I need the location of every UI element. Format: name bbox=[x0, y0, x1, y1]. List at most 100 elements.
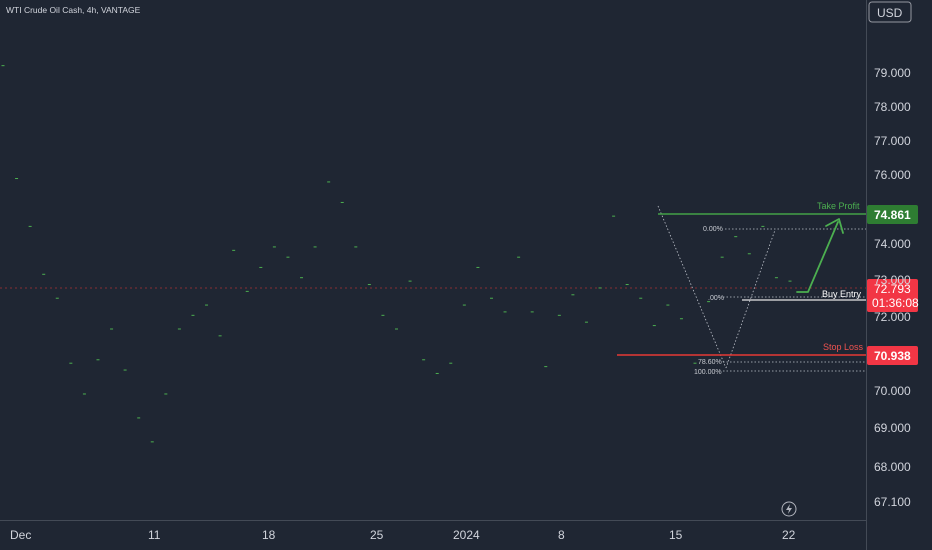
candle-body bbox=[761, 225, 765, 227]
y-tick: 77.000 bbox=[874, 134, 911, 148]
svg-text:01:36:08: 01:36:08 bbox=[872, 296, 919, 310]
y-tick: 72.000 bbox=[874, 310, 911, 324]
candle-body bbox=[96, 359, 100, 361]
projection-arrow-icon[interactable] bbox=[796, 218, 844, 293]
svg-text:70.938: 70.938 bbox=[874, 349, 911, 363]
candle-body bbox=[734, 236, 738, 238]
candle-body bbox=[110, 328, 114, 330]
candle-body bbox=[571, 294, 575, 296]
fib-label-100: 100.00% bbox=[694, 369, 722, 376]
candle-body bbox=[639, 297, 643, 299]
x-tick: Dec bbox=[10, 528, 31, 542]
x-tick: 22 bbox=[782, 528, 796, 542]
y-tick: 67.100 bbox=[874, 495, 911, 509]
y-tick: 74.000 bbox=[874, 237, 911, 251]
plot-area[interactable] bbox=[0, 0, 866, 520]
x-tick: 18 bbox=[262, 528, 276, 542]
candle-body bbox=[774, 277, 778, 279]
candle-body bbox=[191, 314, 195, 316]
candle-body bbox=[55, 297, 59, 299]
candle-body bbox=[517, 256, 521, 258]
candle-body bbox=[693, 362, 697, 364]
candle-body bbox=[747, 253, 751, 255]
candle-body bbox=[462, 304, 466, 306]
candle-body bbox=[327, 181, 331, 183]
y-tick: 76.000 bbox=[874, 168, 911, 182]
fib-leg-a bbox=[657, 205, 727, 369]
fib-label-50: .00% bbox=[708, 295, 724, 302]
candle-body bbox=[300, 277, 304, 279]
lightning-icon[interactable] bbox=[781, 501, 797, 517]
candle-body bbox=[1, 65, 5, 67]
candle-body bbox=[666, 304, 670, 306]
fib-label-786: 78.60% bbox=[698, 359, 722, 366]
candle-body bbox=[788, 280, 792, 282]
candle-body bbox=[476, 266, 480, 268]
candle-body bbox=[218, 335, 222, 337]
candle-body bbox=[625, 284, 629, 286]
candle-body bbox=[82, 393, 86, 395]
candle-body bbox=[28, 225, 32, 227]
candle-body bbox=[408, 280, 412, 282]
candle-body bbox=[381, 314, 385, 316]
candle-body bbox=[395, 328, 398, 330]
candle-body bbox=[612, 215, 616, 217]
candle-body bbox=[137, 417, 141, 419]
candle-body bbox=[313, 246, 317, 248]
x-tick: 15 bbox=[669, 528, 683, 542]
svg-text:72.793: 72.793 bbox=[874, 282, 911, 296]
svg-text:74.861: 74.861 bbox=[874, 208, 911, 222]
y-tick: 73.000 bbox=[874, 273, 911, 287]
candle-body bbox=[679, 318, 683, 320]
candle-body bbox=[435, 372, 439, 374]
candle-body bbox=[367, 284, 371, 286]
candle-body bbox=[259, 266, 263, 268]
x-tick: 11 bbox=[148, 528, 161, 542]
candle-body bbox=[530, 311, 534, 313]
candles-layer bbox=[1, 65, 792, 443]
y-tick: 70.000 bbox=[874, 384, 911, 398]
candle-body bbox=[177, 328, 181, 330]
fib-drawing[interactable] bbox=[657, 205, 866, 372]
candle-body bbox=[150, 441, 154, 443]
candle-body bbox=[205, 304, 209, 306]
x-tick: 2024 bbox=[453, 528, 480, 542]
candle-body bbox=[42, 273, 46, 275]
candle-body bbox=[544, 366, 548, 368]
candle-body bbox=[164, 393, 168, 395]
candle-body bbox=[272, 246, 276, 248]
candle-body bbox=[652, 325, 656, 327]
y-tick: 78.000 bbox=[874, 100, 911, 114]
current-price-tag: 72.793 01:36:08 bbox=[867, 279, 919, 312]
candle-body bbox=[123, 369, 127, 371]
chart-title: WTI Crude Oil Cash, 4h, VANTAGE bbox=[6, 5, 141, 15]
buy-entry-label: Buy Entry bbox=[822, 289, 862, 299]
candle-body bbox=[720, 256, 724, 258]
candle-body bbox=[245, 290, 249, 292]
candle-body bbox=[503, 311, 507, 313]
take-profit-tag: 74.861 bbox=[867, 205, 918, 224]
candle-body bbox=[422, 359, 426, 361]
stop-loss-tag: 70.938 bbox=[867, 346, 918, 365]
x-tick: 25 bbox=[370, 528, 384, 542]
take-profit-label: Take Profit bbox=[817, 201, 860, 211]
svg-text:USD: USD bbox=[877, 6, 903, 20]
price-axis[interactable] bbox=[866, 0, 932, 550]
y-tick: 69.000 bbox=[874, 421, 911, 435]
candle-body bbox=[354, 246, 358, 248]
candle-body bbox=[449, 362, 453, 364]
x-tick: 8 bbox=[558, 528, 565, 542]
currency-button[interactable]: USD bbox=[868, 1, 912, 23]
candle-body bbox=[489, 297, 493, 299]
y-tick: 79.000 bbox=[874, 66, 911, 80]
candle-body bbox=[584, 321, 588, 323]
candle-body bbox=[232, 249, 236, 251]
candle-body bbox=[598, 287, 602, 289]
stop-loss-label: Stop Loss bbox=[823, 342, 864, 352]
candle-body bbox=[69, 362, 73, 364]
candle-body bbox=[707, 301, 711, 303]
fib-label-0: 0.00% bbox=[703, 226, 723, 233]
candle-body bbox=[340, 201, 344, 203]
candle-body bbox=[15, 178, 19, 180]
